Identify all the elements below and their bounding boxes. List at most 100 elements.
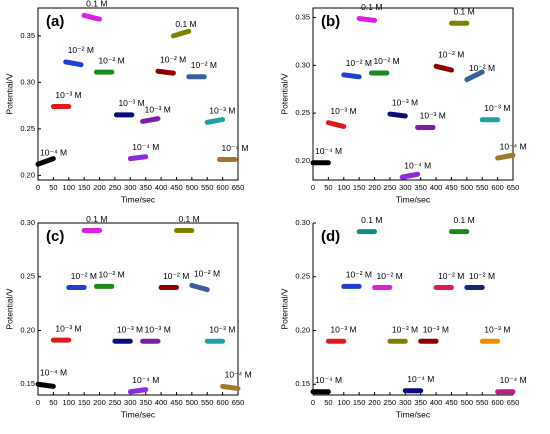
y-axis-label: Potential/V xyxy=(279,73,289,114)
segment-label: 10⁻² M xyxy=(98,55,124,65)
y-tick-label: 0.35 xyxy=(20,31,35,40)
segment-label: 10⁻⁴ M xyxy=(500,375,527,385)
data-segment xyxy=(81,12,103,22)
segment-label: 10⁻⁴ M xyxy=(132,375,159,385)
x-tick-label: 250 xyxy=(109,183,122,192)
segment-label: 10⁻² M xyxy=(377,271,403,281)
segment-label: 10⁻² M xyxy=(469,63,495,73)
segment-label: 10⁻² M xyxy=(68,45,94,55)
x-tick-label: 0 xyxy=(311,183,315,192)
x-axis-label: Time/sec xyxy=(396,194,431,204)
x-tick-label: 350 xyxy=(414,398,427,407)
y-tick-label: 0.25 xyxy=(20,124,35,133)
panel-label: (b) xyxy=(321,13,340,30)
data-segment xyxy=(204,117,226,125)
data-segment xyxy=(399,171,421,180)
data-segment xyxy=(464,69,485,83)
segment-label: 0.1 M xyxy=(86,214,107,224)
x-tick-label: 0 xyxy=(36,183,40,192)
segment-label: 10⁻² M xyxy=(346,58,372,68)
x-tick-label: 250 xyxy=(384,398,397,407)
x-tick-label: 400 xyxy=(155,398,168,407)
data-segment xyxy=(356,16,378,23)
x-tick-label: 400 xyxy=(430,183,443,192)
segment-label: 0.1 M xyxy=(175,19,196,29)
segment-label: 10⁻⁴ M xyxy=(407,374,434,384)
x-tick-label: 400 xyxy=(155,183,168,192)
x-tick-label: 100 xyxy=(338,183,351,192)
segment-label: 0.1 M xyxy=(178,214,199,224)
panel-label: (c) xyxy=(46,228,64,245)
x-tick-label: 400 xyxy=(430,398,443,407)
segment-label: 10⁻² M xyxy=(71,271,97,281)
x-tick-label: 300 xyxy=(124,183,137,192)
segment-label: 10⁻³ M xyxy=(423,325,449,335)
data-segment xyxy=(433,63,454,73)
x-tick-label: 650 xyxy=(232,398,245,407)
data-segment xyxy=(495,152,516,161)
segment-label: 10⁻² M xyxy=(191,60,217,70)
x-tick-label: 450 xyxy=(170,183,183,192)
segment-label: 10⁻² M xyxy=(98,270,124,280)
data-segment xyxy=(387,111,408,119)
x-tick-label: 600 xyxy=(216,183,229,192)
x-tick-label: 550 xyxy=(201,183,214,192)
x-tick-label: 250 xyxy=(109,398,122,407)
x-axis-label: Time/sec xyxy=(121,409,156,419)
data-segment xyxy=(127,154,149,162)
y-tick-label: 0.30 xyxy=(295,218,310,227)
x-axis-label: Time/sec xyxy=(396,409,431,419)
plot-frame xyxy=(312,7,514,181)
x-tick-label: 500 xyxy=(186,398,199,407)
y-tick-label: 0.15 xyxy=(295,379,310,388)
segment-label: 10⁻² M xyxy=(346,270,372,280)
panel: 0 50 100 150 200 250 300 350 400 450 500 550 600 650 0… xyxy=(279,2,526,204)
segment-label: 10⁻³ M xyxy=(420,111,446,121)
plot-frame xyxy=(37,7,239,181)
y-axis-label: Potential/V xyxy=(4,73,14,114)
x-tick-label: 100 xyxy=(63,183,76,192)
segment-label: 10⁻³ M xyxy=(392,325,418,335)
panel-label: (a) xyxy=(46,13,64,30)
x-tick-label: 300 xyxy=(399,398,412,407)
x-tick-label: 500 xyxy=(461,183,474,192)
segment-label: 10⁻⁴ M xyxy=(315,146,342,156)
segment-label: 0.1 M xyxy=(361,215,382,225)
x-tick-label: 50 xyxy=(324,398,332,407)
segment-label: 10⁻² M xyxy=(373,56,399,66)
segment-label: 10⁻² M xyxy=(194,269,220,279)
segment-label: 10⁻³ M xyxy=(392,97,418,107)
x-tick-label: 50 xyxy=(49,183,57,192)
x-tick-label: 200 xyxy=(368,183,381,192)
x-tick-label: 650 xyxy=(507,183,520,192)
data-segment xyxy=(155,68,176,76)
y-axis-label: Potential/V xyxy=(4,288,14,329)
segment-label: 10⁻³ M xyxy=(209,106,235,116)
x-tick-label: 650 xyxy=(507,398,520,407)
y-tick-label: 0.20 xyxy=(20,170,35,179)
x-tick-label: 450 xyxy=(445,398,458,407)
x-tick-label: 300 xyxy=(124,398,137,407)
segment-label: 10⁻³ M xyxy=(330,106,356,116)
segment-label: 10⁻³ M xyxy=(55,90,81,100)
data-segment xyxy=(189,282,210,293)
segment-label: 10⁻³ M xyxy=(484,325,510,335)
data-segment xyxy=(35,381,56,389)
segment-label: 10⁻⁴ M xyxy=(132,142,159,152)
y-tick-label: 0.25 xyxy=(295,272,310,281)
segment-label: 10⁻⁴ M xyxy=(225,370,252,380)
panel: 0 50 100 150 200 250 300 350 400 450 500 550 600 650 0… xyxy=(279,215,526,419)
segment-label: 10⁻³ M xyxy=(55,323,81,333)
x-tick-label: 600 xyxy=(216,398,229,407)
segment-label: 0.1 M xyxy=(86,0,107,9)
data-segment xyxy=(140,116,161,124)
segment-label: 10⁻³ M xyxy=(118,98,144,108)
segment-label: 10⁻² M xyxy=(469,271,495,281)
x-tick-label: 150 xyxy=(353,183,366,192)
x-tick-label: 200 xyxy=(93,398,106,407)
x-tick-label: 350 xyxy=(139,398,152,407)
segment-label: 0.1 M xyxy=(361,2,382,12)
x-tick-label: 550 xyxy=(476,398,489,407)
y-tick-label: 0.20 xyxy=(20,325,35,334)
